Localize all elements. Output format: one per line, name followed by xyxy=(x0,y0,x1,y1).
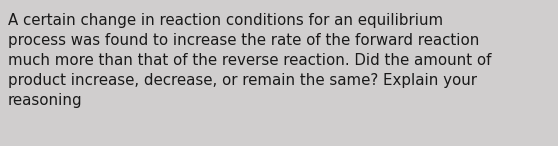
Text: A certain change in reaction conditions for an equilibrium
process was found to : A certain change in reaction conditions … xyxy=(8,13,492,108)
